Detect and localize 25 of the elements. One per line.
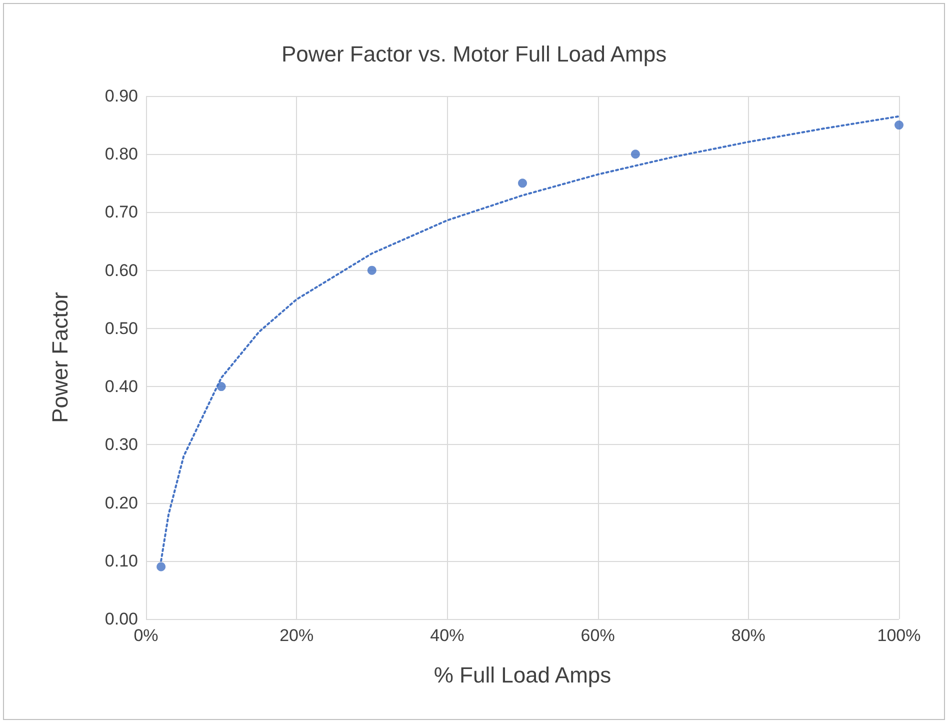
y-axis-title: Power Factor [48, 292, 72, 423]
x-tick-label: 100% [877, 626, 921, 645]
y-tick-label: 0.90 [104, 86, 138, 106]
x-axis-title: % Full Load Amps [434, 662, 612, 688]
point [894, 120, 904, 130]
x-tick-label: 0% [134, 626, 158, 645]
chart-title: Power Factor vs. Motor Full Load Amps [281, 42, 667, 66]
point [367, 266, 376, 275]
point [630, 150, 640, 159]
point [518, 178, 527, 188]
y-tick-label: 0.60 [104, 260, 138, 280]
point [156, 562, 166, 572]
y-tick-label: 0.70 [104, 202, 138, 222]
x-tick-label: 40% [430, 626, 464, 645]
y-tick-label: 0.40 [104, 377, 138, 396]
y-tick-label: 0.80 [104, 144, 138, 164]
x-tick-label: 80% [731, 626, 766, 645]
y-tick-label: 0.30 [104, 435, 138, 454]
x-tick-label: 20% [280, 626, 314, 645]
y-tick-label: 0.50 [104, 318, 138, 338]
y-tick-label: 0.00 [104, 610, 138, 628]
y-tick-label: 0.10 [104, 551, 138, 570]
y-tick-label: 0.20 [104, 493, 138, 512]
x-tick-label: 60% [580, 626, 615, 645]
point [216, 382, 226, 392]
